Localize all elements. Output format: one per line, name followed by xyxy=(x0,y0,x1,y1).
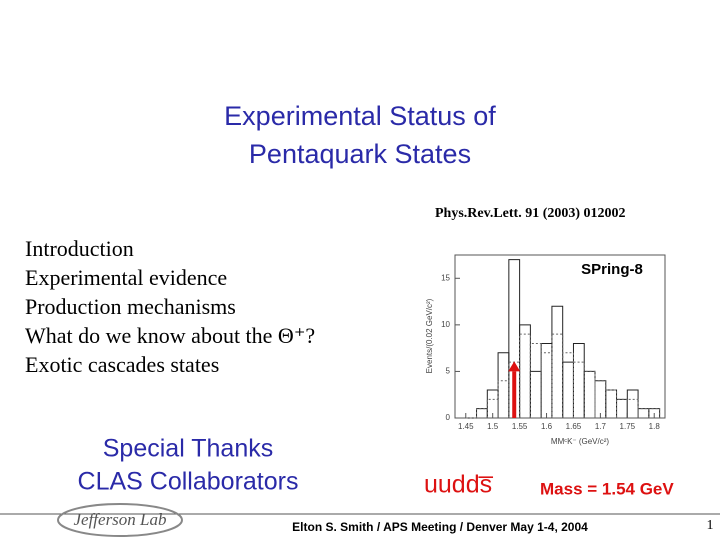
histogram-bin xyxy=(529,370,542,418)
logo: Jefferson Lab xyxy=(73,510,166,529)
histogram-bin xyxy=(476,408,488,418)
outline-item: Introduction xyxy=(25,236,134,261)
outline-item: Experimental evidence xyxy=(25,265,227,290)
y-tick-label: 5 xyxy=(446,367,451,376)
chart-label: SPring-8 xyxy=(581,261,643,278)
histogram-bin xyxy=(616,398,628,418)
histogram-bin xyxy=(648,408,661,418)
histogram-bin xyxy=(486,398,499,418)
x-tick-label: 1.55 xyxy=(512,422,528,431)
x-tick-label: 1.5 xyxy=(487,422,499,431)
footer: Elton S. Smith / APS Meeting / Denver Ma… xyxy=(292,520,588,534)
histogram-bin xyxy=(605,389,618,418)
outline-item: Production mechanisms xyxy=(25,294,236,319)
histogram-bin xyxy=(605,389,618,418)
logo-ring xyxy=(57,503,183,537)
histogram-bin xyxy=(626,389,639,418)
y-axis-label: Events/(0.02 GeV/c²) xyxy=(425,298,434,373)
histogram-bin xyxy=(540,342,553,418)
histogram-bin xyxy=(519,333,531,418)
histogram-bin xyxy=(637,408,650,418)
histogram-bin xyxy=(637,408,650,418)
histogram-bin xyxy=(594,380,607,418)
y-tick-label: 15 xyxy=(441,273,450,282)
x-tick-label: 1.8 xyxy=(649,422,661,431)
x-tick-label: 1.65 xyxy=(566,422,582,431)
y-tick-label: 0 xyxy=(446,413,451,422)
page-number: 1 xyxy=(707,518,714,533)
x-tick-label: 1.45 xyxy=(458,422,474,431)
histogram-bin xyxy=(562,361,574,418)
histogram-bin xyxy=(519,324,531,418)
x-tick-label: 1.7 xyxy=(595,422,607,431)
histogram-bin xyxy=(476,408,488,418)
title-line: Pentaquark States xyxy=(249,139,471,169)
x-axis-label: MMᶜK⁻ (GeV/c²) xyxy=(551,437,610,446)
histogram-bin xyxy=(540,352,553,418)
histogram-bin xyxy=(497,352,510,418)
histogram-bin xyxy=(551,305,564,418)
histogram-bin xyxy=(551,333,564,418)
histogram-bin xyxy=(594,380,607,418)
histogram-bin xyxy=(529,342,542,418)
histogram-bin xyxy=(572,361,585,418)
histogram-bin xyxy=(497,380,510,418)
histogram-bin xyxy=(583,370,596,418)
thanks: Special Thanks xyxy=(103,435,273,463)
plot-frame xyxy=(454,254,666,419)
histogram-bin xyxy=(572,342,585,418)
title-line: Experimental Status of xyxy=(224,101,496,131)
x-tick-label: 1.75 xyxy=(620,422,636,431)
y-tick-label: 10 xyxy=(441,320,450,329)
histogram-bin xyxy=(616,398,628,418)
thanks: CLAS Collaborators xyxy=(78,468,299,496)
outline-item: Exotic cascades states xyxy=(25,352,219,377)
histogram-bin xyxy=(583,370,596,418)
reference: Phys.Rev.Lett. 91 (2003) 012002 xyxy=(435,206,626,221)
x-tick-label: 1.6 xyxy=(541,422,553,431)
outline-item: What do we know about the Θ⁺? xyxy=(25,323,315,348)
mass-arrow-head xyxy=(508,361,521,372)
quark-content: uudds̅ xyxy=(424,471,494,499)
mass: Mass = 1.54 GeV xyxy=(540,479,674,498)
histogram-bin xyxy=(626,398,639,418)
